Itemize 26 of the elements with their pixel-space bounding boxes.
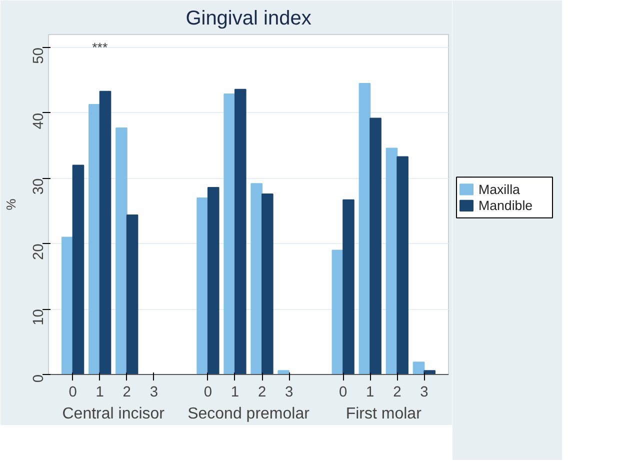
x-tick-label: 0 (68, 384, 77, 400)
y-axis-title: % (4, 198, 18, 210)
x-tick-label: 3 (420, 384, 428, 400)
x-tick-label: 3 (150, 384, 158, 400)
text: First molar (346, 406, 422, 422)
text: Central incisor (62, 406, 166, 422)
y-tick-label: 10 (31, 309, 47, 326)
legend-label: Mandible (478, 198, 533, 214)
y-tick-label: 40 (31, 112, 47, 130)
x-tick-label: 1 (230, 384, 240, 400)
text: Second premolar (188, 406, 310, 422)
y-tick-label: 0 (31, 374, 47, 383)
x-tick-label: 2 (122, 384, 131, 400)
x-tick-label: 3 (284, 384, 294, 400)
chart-title: Gingival index (186, 8, 312, 30)
annotation: *** (92, 40, 108, 56)
x-tick-label: 0 (204, 384, 212, 400)
x-tick-label: 1 (366, 384, 374, 400)
x-tick-label: 2 (393, 384, 402, 400)
legend-label: Maxilla (478, 182, 521, 197)
x-tick-label: 1 (96, 384, 104, 400)
x-tick-label: 0 (339, 384, 348, 400)
x-tick-label: 2 (258, 384, 266, 400)
y-tick-label: 50 (31, 48, 47, 64)
y-tick-label: 20 (31, 244, 47, 260)
y-tick-label: 30 (31, 178, 47, 195)
